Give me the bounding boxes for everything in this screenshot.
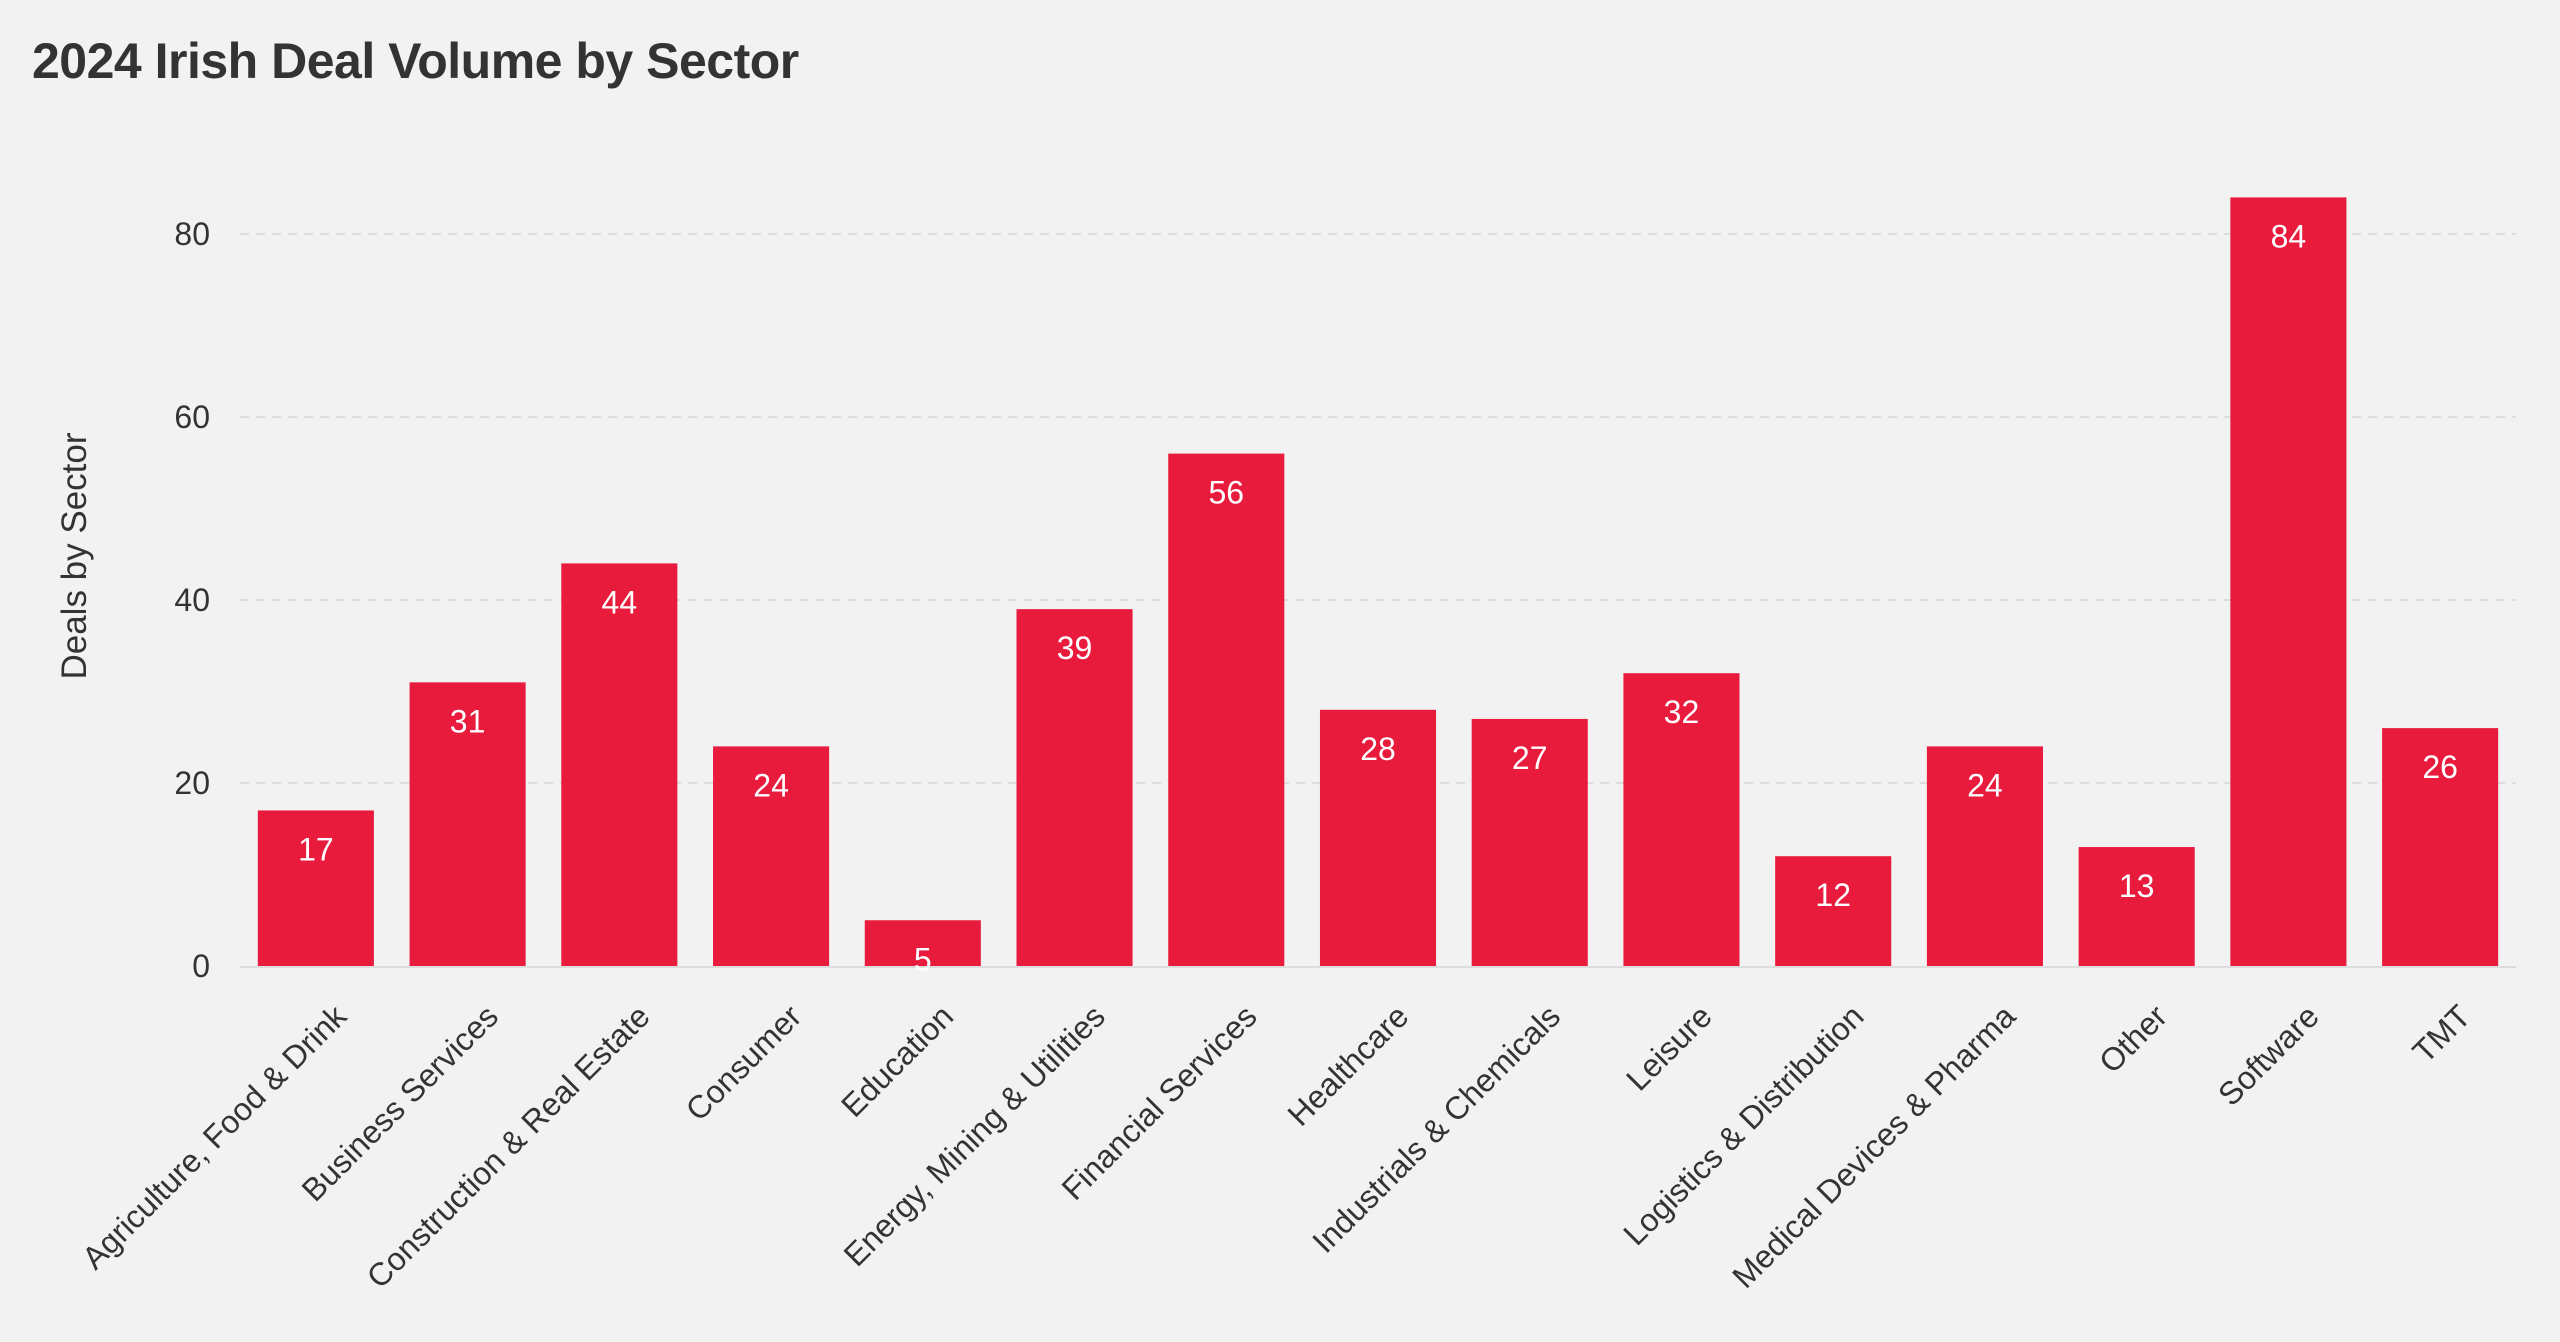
bar-value-labels: 17 31 44 24 5 39 56 28 27 32 12 24 13 84 26 [298,218,2458,977]
y-tick-label: 0 [192,948,210,984]
bar-value-label: 32 [1664,694,1700,730]
bar [1623,673,1740,966]
bar [1775,856,1892,966]
y-axis-title: Deals by Sector [55,432,94,679]
bar [1016,609,1133,966]
bar-value-label: 24 [753,767,789,803]
x-tick-label: TMT [2406,998,2478,1070]
bar-value-label: 27 [1512,740,1548,776]
bar-value-label: 26 [2422,749,2458,785]
bar [561,563,678,966]
y-tick-label: 80 [174,216,210,252]
bar [864,920,981,966]
bar [713,746,830,966]
bar [1168,453,1285,967]
bar [257,810,374,966]
y-axis-ticks: 0 20 40 60 80 [174,216,210,984]
x-tick-label: Other [2092,998,2174,1080]
bar-value-label: 31 [450,703,486,739]
bar [1471,718,1588,966]
bar-value-label: 28 [1360,731,1396,767]
bar-value-label: 17 [298,831,334,867]
y-tick-label: 20 [174,765,210,801]
bar [1319,709,1437,966]
bars [257,197,2499,967]
x-tick-label: Agriculture, Food & Drink [75,997,354,1276]
x-tick-label: Energy, Mining & Utilities [837,998,1112,1273]
bar-value-label: 56 [1208,475,1244,511]
x-tick-label: Education [834,998,960,1124]
x-tick-label: Construction & Real Estate [360,998,657,1295]
x-tick-label: Software [2211,998,2326,1113]
x-tick-label: Healthcare [1280,998,1415,1133]
y-tick-label: 60 [174,399,210,435]
bar-value-label: 5 [914,941,932,977]
bar [2382,728,2499,966]
chart-title: 2024 Irish Deal Volume by Sector [32,33,799,89]
bar [409,682,526,966]
x-tick-label: Consumer [679,998,809,1128]
y-tick-label: 40 [174,582,210,618]
bar-value-label: 12 [1815,877,1851,913]
bar [2230,197,2347,966]
bar-value-label: 39 [1057,630,1093,666]
x-tick-label: Industrials & Chemicals [1305,998,1567,1260]
bar [1926,746,2043,966]
bar-value-label: 84 [2271,218,2307,254]
bar [2078,847,2195,966]
x-tick-label: Leisure [1619,998,1719,1098]
bar-value-label: 44 [602,584,638,620]
bar-value-label: 13 [2119,868,2155,904]
bar-value-label: 24 [1967,767,2003,803]
x-tick-label: Medical Devices & Pharma [1725,998,2022,1295]
